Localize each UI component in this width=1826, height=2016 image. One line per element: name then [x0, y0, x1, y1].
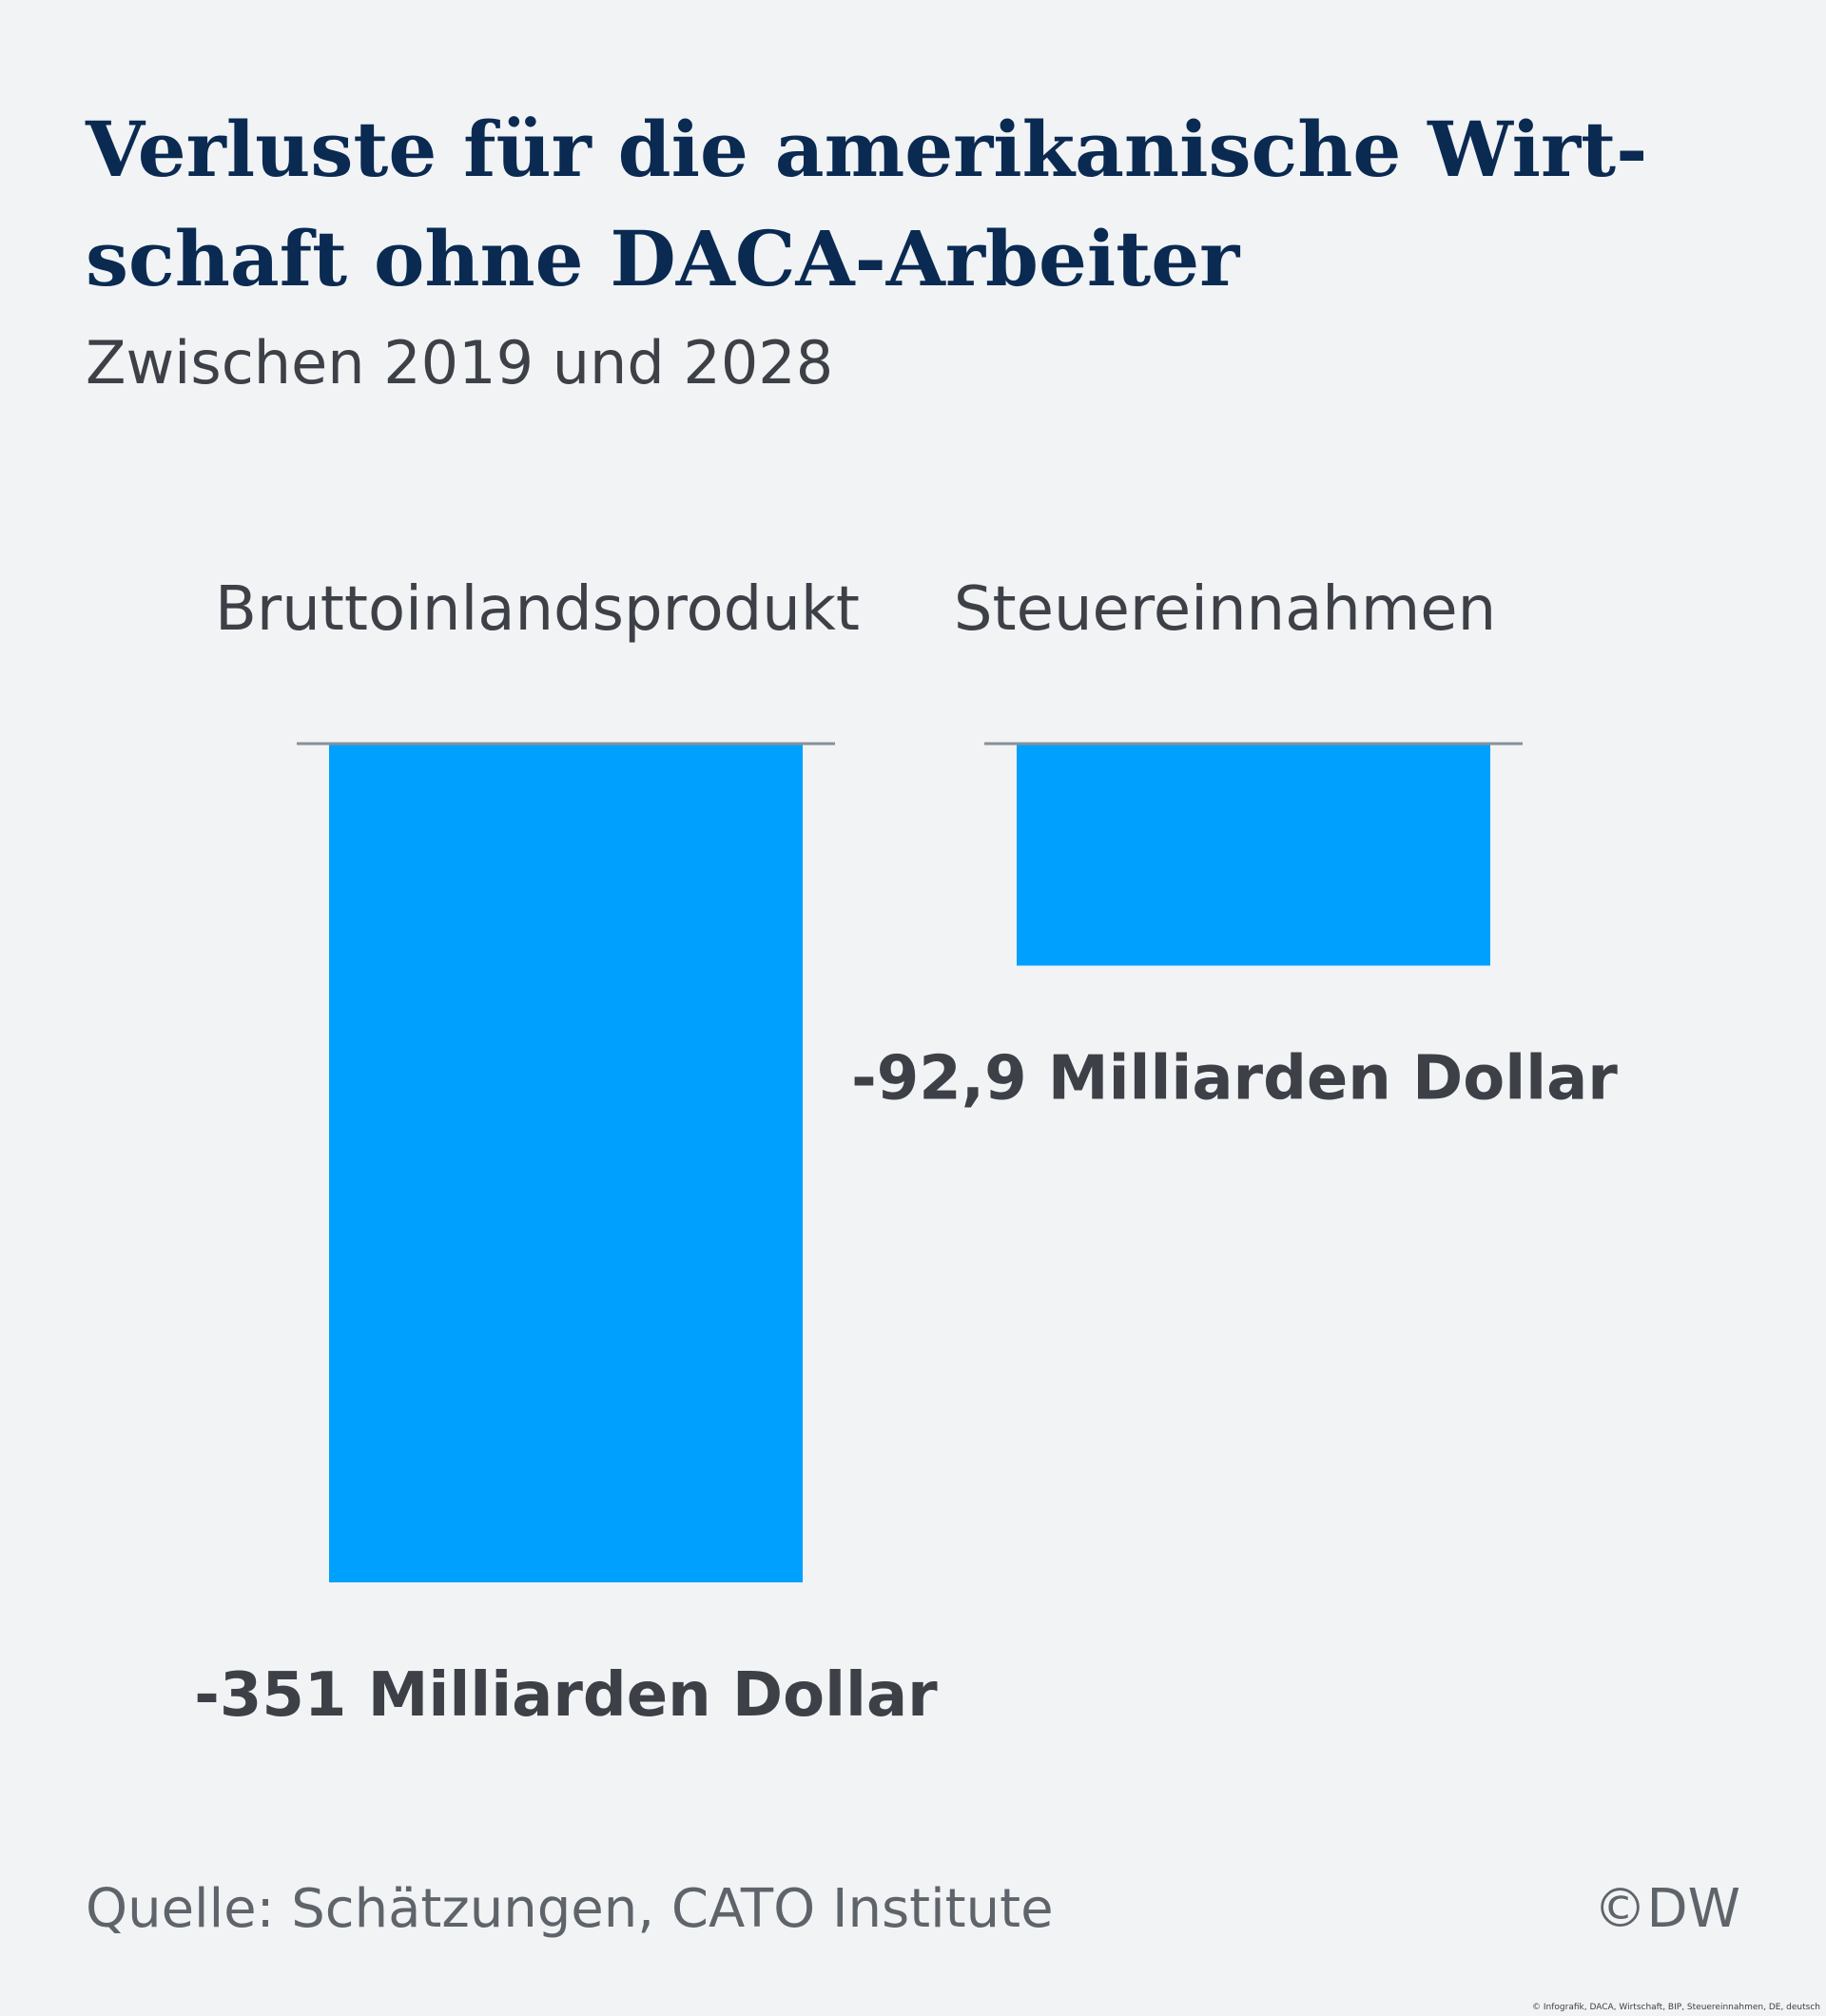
credit-line: © Infografik, DACA, Wirtschaft, BIP, Ste… [1532, 2003, 1820, 2012]
category-label: Bruttoinlandsprodukt [215, 574, 860, 645]
chart-title: Verluste für die amerikanische Wirt- sch… [86, 95, 1759, 314]
value-label: -351 Milliarden Dollar [194, 1660, 938, 1731]
category-label: Steuereinnahmen [954, 574, 1496, 645]
chart-subtitle: Zwischen 2019 und 2028 [86, 328, 834, 397]
dw-logo: ©DW [1593, 1878, 1741, 1940]
value-label: -92,9 Milliarden Dollar [851, 1043, 1618, 1114]
chart-title-line-1: Verluste für die amerikanische Wirt- [86, 105, 1648, 194]
source-note: Quelle: Schätzungen, CATO Institute [86, 1878, 1054, 1940]
bar-chart: Bruttoinlandsprodukt -351 Milliarden Doll… [194, 574, 1618, 1731]
bar [329, 744, 803, 1582]
chart-title-line-2: schaft ohne DACA-Arbeiter [86, 214, 1240, 303]
bar [1017, 744, 1490, 966]
